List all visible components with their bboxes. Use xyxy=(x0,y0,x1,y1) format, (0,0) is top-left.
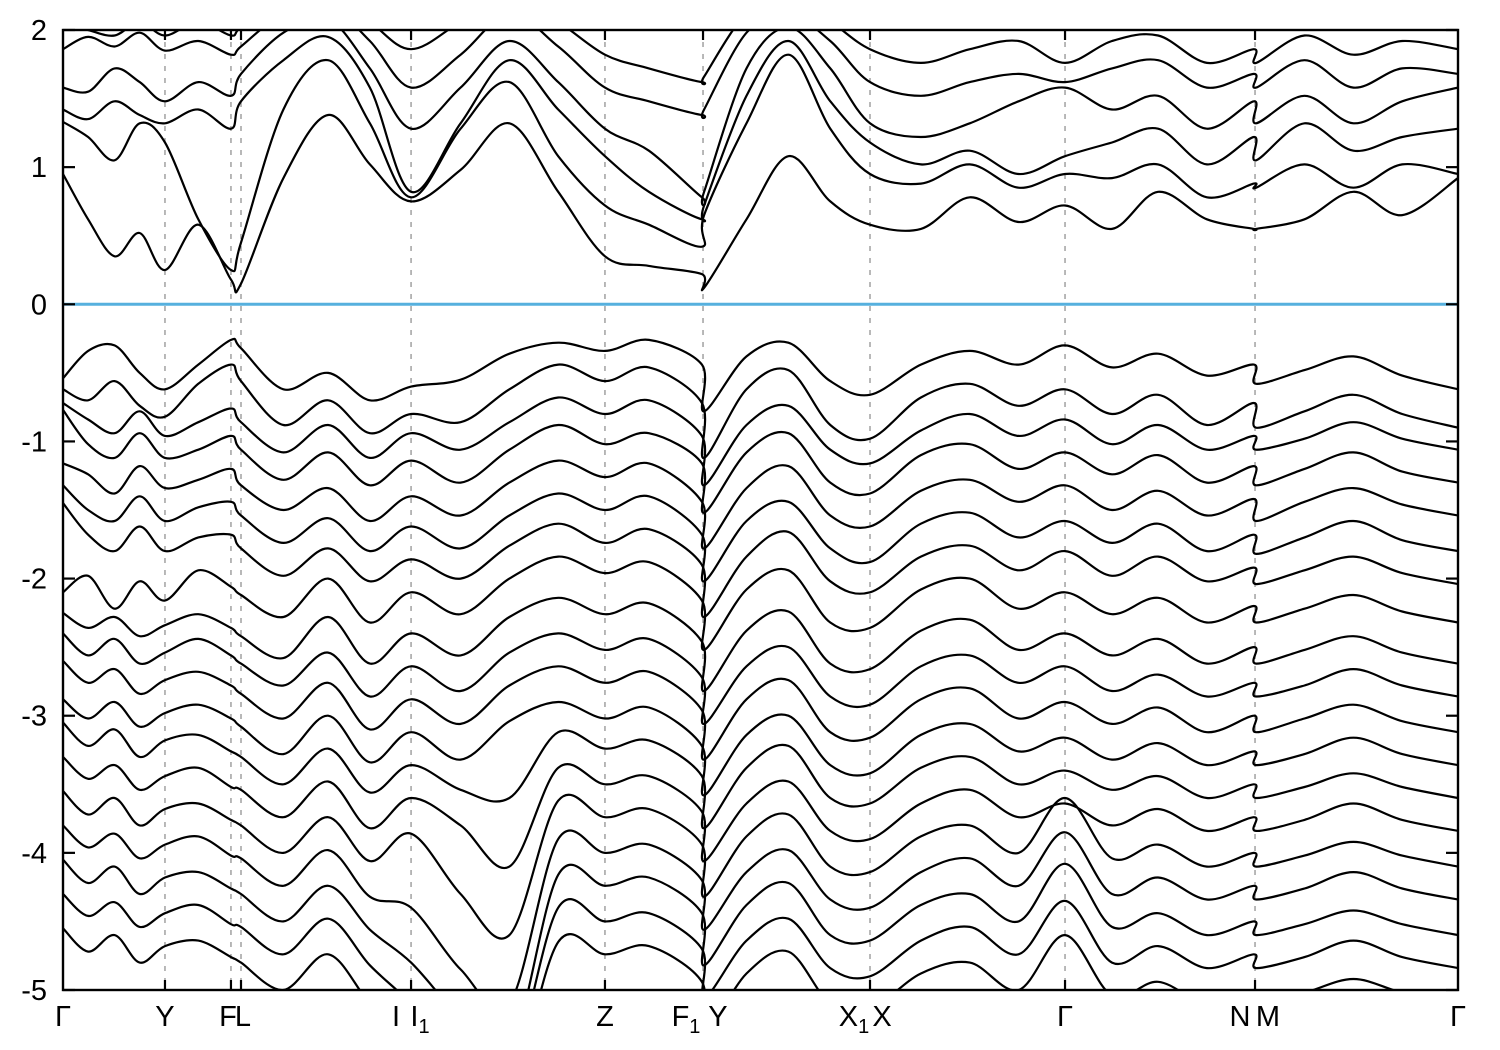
band-curve xyxy=(63,30,1458,120)
band-curve xyxy=(63,337,1458,413)
bands-group xyxy=(63,30,1458,990)
band-curve xyxy=(63,659,1458,761)
x-axis-label: F1 xyxy=(672,1001,701,1038)
band-curve xyxy=(63,484,1458,583)
y-axis-tick-label: -5 xyxy=(21,975,47,1007)
band-curve xyxy=(63,35,1458,223)
band-curve xyxy=(63,555,1458,652)
x-axis-label: N xyxy=(1229,1001,1250,1033)
band-curve xyxy=(63,698,1458,797)
band-curve xyxy=(83,30,1458,86)
band-curve xyxy=(63,721,1458,830)
x-axis-label: I xyxy=(392,1001,400,1033)
band-curve xyxy=(63,892,1458,990)
y-axis-tick-label: -4 xyxy=(21,838,47,870)
band-curve xyxy=(63,927,1397,990)
y-axis-tick-label: -1 xyxy=(21,426,47,458)
x-axis-label: L xyxy=(235,1001,251,1033)
band-curve xyxy=(63,824,1458,990)
band-curve xyxy=(63,363,1458,460)
x-axis-label: X xyxy=(872,1001,891,1033)
x-axis-label: Y xyxy=(708,1001,727,1033)
band-curve xyxy=(63,755,1458,870)
y-axis-tick-label: 1 xyxy=(31,152,47,184)
x-axis-label: Γ xyxy=(55,1001,71,1033)
y-axis-tick-label: -3 xyxy=(21,701,47,733)
x-axis-label: Γ xyxy=(1057,1001,1073,1033)
x-axis-label: X1 xyxy=(839,1001,869,1038)
x-axis-label: M xyxy=(1256,1001,1280,1033)
x-axis-label: F xyxy=(219,1001,237,1033)
x-axis-label: I1 xyxy=(410,1001,429,1038)
band-curve xyxy=(63,53,1458,273)
x-axis-label: Γ xyxy=(1450,1001,1466,1033)
band-curve xyxy=(63,596,1458,693)
band-curve xyxy=(63,396,1458,487)
band-curve xyxy=(63,632,1458,726)
band-curve xyxy=(63,858,1458,990)
band-curve xyxy=(63,113,1458,294)
y-axis-tick-label: -2 xyxy=(21,564,47,596)
y-axis-tick-label: 0 xyxy=(31,289,47,321)
x-axis-label: Y xyxy=(155,1001,174,1033)
band-curve xyxy=(63,30,1458,207)
band-curve xyxy=(63,790,1458,940)
plot-frame xyxy=(61,28,1460,992)
x-axis-label: Z xyxy=(596,1001,614,1033)
y-axis-tick-label: 2 xyxy=(31,15,47,47)
